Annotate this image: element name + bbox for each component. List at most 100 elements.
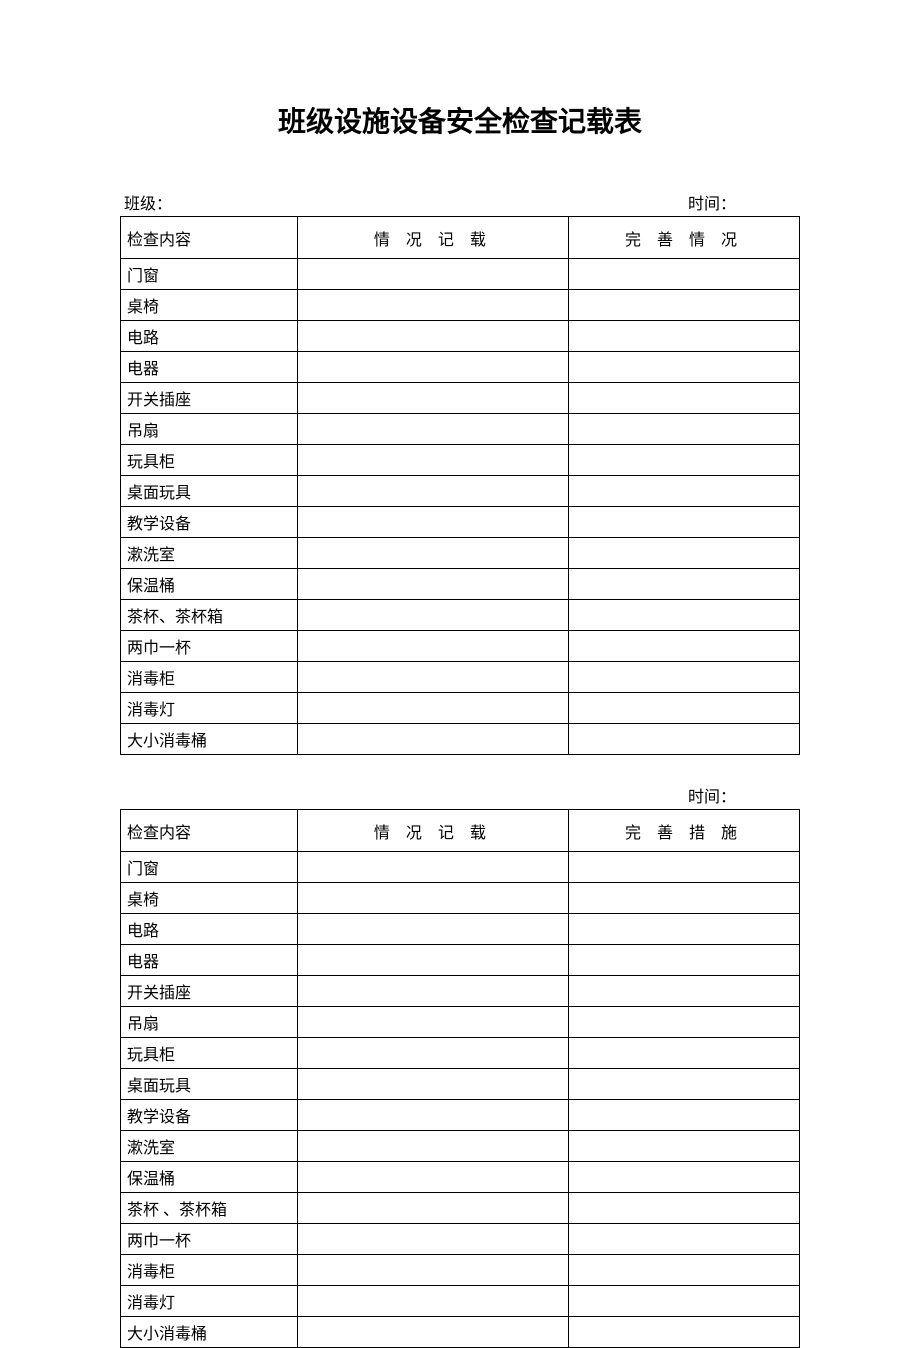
record-cell [297, 883, 569, 914]
record-cell [297, 445, 569, 476]
item-label: 消毒灯 [121, 1286, 298, 1317]
table-row: 漱洗室 [121, 538, 800, 569]
record-cell [297, 1038, 569, 1069]
status-cell [569, 414, 800, 445]
class-label: 班级： [124, 190, 172, 214]
status-cell [569, 507, 800, 538]
item-label: 大小消毒桶 [121, 724, 298, 755]
item-label: 茶杯、茶杯箱 [121, 600, 298, 631]
table-row: 教学设备 [121, 1100, 800, 1131]
status-cell [569, 1007, 800, 1038]
record-cell [297, 852, 569, 883]
status-cell [569, 383, 800, 414]
table-row: 消毒灯 [121, 693, 800, 724]
table2-meta: 时间： [120, 783, 800, 807]
col-header-content-2: 检查内容 [121, 810, 298, 852]
record-cell [297, 1193, 569, 1224]
table-row: 茶杯、茶杯箱 [121, 600, 800, 631]
table-row: 吊扇 [121, 1007, 800, 1038]
col-header-record-2: 情 况 记 载 [297, 810, 569, 852]
col-header-measure-2: 完 善 措 施 [569, 810, 800, 852]
record-cell [297, 259, 569, 290]
table-row: 电路 [121, 321, 800, 352]
status-cell [569, 724, 800, 755]
table-row: 桌面玩具 [121, 476, 800, 507]
item-label: 消毒柜 [121, 662, 298, 693]
table-row: 桌椅 [121, 883, 800, 914]
table2-body: 门窗桌椅电路电器开关插座吊扇玩具柜桌面玩具教学设备漱洗室保温桶茶杯 、茶杯箱两巾… [121, 852, 800, 1348]
table1-meta: 班级： 时间： [120, 190, 800, 214]
status-cell [569, 290, 800, 321]
table-row: 消毒柜 [121, 662, 800, 693]
inspection-table-2: 检查内容 情 况 记 载 完 善 措 施 门窗桌椅电路电器开关插座吊扇玩具柜桌面… [120, 809, 800, 1348]
table-row: 两巾一杯 [121, 631, 800, 662]
item-label: 茶杯 、茶杯箱 [121, 1193, 298, 1224]
record-cell [297, 693, 569, 724]
table-row: 桌面玩具 [121, 1069, 800, 1100]
table1-body: 门窗桌椅电路电器开关插座吊扇玩具柜桌面玩具教学设备漱洗室保温桶茶杯、茶杯箱两巾一… [121, 259, 800, 755]
col-header-record-1: 情 况 记 载 [297, 217, 569, 259]
table-row: 消毒灯 [121, 1286, 800, 1317]
record-cell [297, 1286, 569, 1317]
item-label: 两巾一杯 [121, 631, 298, 662]
record-cell [297, 321, 569, 352]
status-cell [569, 445, 800, 476]
status-cell [569, 1224, 800, 1255]
item-label: 桌椅 [121, 883, 298, 914]
item-label: 开关插座 [121, 383, 298, 414]
table-row: 桌椅 [121, 290, 800, 321]
record-cell [297, 1162, 569, 1193]
item-label: 吊扇 [121, 414, 298, 445]
table-row: 门窗 [121, 259, 800, 290]
status-cell [569, 1069, 800, 1100]
item-label: 桌面玩具 [121, 1069, 298, 1100]
record-cell [297, 976, 569, 1007]
table-row: 保温桶 [121, 1162, 800, 1193]
time-label-1: 时间： [688, 190, 796, 214]
table-row: 门窗 [121, 852, 800, 883]
record-cell [297, 538, 569, 569]
table-row: 大小消毒桶 [121, 1317, 800, 1348]
item-label: 玩具柜 [121, 445, 298, 476]
status-cell [569, 1162, 800, 1193]
status-cell [569, 1100, 800, 1131]
status-cell [569, 1038, 800, 1069]
item-label: 大小消毒桶 [121, 1317, 298, 1348]
item-label: 玩具柜 [121, 1038, 298, 1069]
status-cell [569, 1286, 800, 1317]
table-row: 开关插座 [121, 383, 800, 414]
status-cell [569, 1255, 800, 1286]
table-row: 保温桶 [121, 569, 800, 600]
status-cell [569, 976, 800, 1007]
record-cell [297, 1069, 569, 1100]
item-label: 漱洗室 [121, 1131, 298, 1162]
table-row: 电路 [121, 914, 800, 945]
status-cell [569, 352, 800, 383]
status-cell [569, 1193, 800, 1224]
table-row: 两巾一杯 [121, 1224, 800, 1255]
status-cell [569, 914, 800, 945]
item-label: 电器 [121, 352, 298, 383]
record-cell [297, 600, 569, 631]
record-cell [297, 945, 569, 976]
table-row: 电器 [121, 945, 800, 976]
col-header-content-1: 检查内容 [121, 217, 298, 259]
item-label: 门窗 [121, 852, 298, 883]
status-cell [569, 538, 800, 569]
table-row: 开关插座 [121, 976, 800, 1007]
item-label: 教学设备 [121, 1100, 298, 1131]
table-row: 大小消毒桶 [121, 724, 800, 755]
col-header-status-1: 完 善 情 况 [569, 217, 800, 259]
item-label: 保温桶 [121, 1162, 298, 1193]
item-label: 电路 [121, 321, 298, 352]
record-cell [297, 724, 569, 755]
status-cell [569, 1131, 800, 1162]
table-row: 吊扇 [121, 414, 800, 445]
record-cell [297, 1007, 569, 1038]
item-label: 消毒柜 [121, 1255, 298, 1286]
item-label: 吊扇 [121, 1007, 298, 1038]
record-cell [297, 414, 569, 445]
item-label: 桌面玩具 [121, 476, 298, 507]
record-cell [297, 1224, 569, 1255]
status-cell [569, 662, 800, 693]
